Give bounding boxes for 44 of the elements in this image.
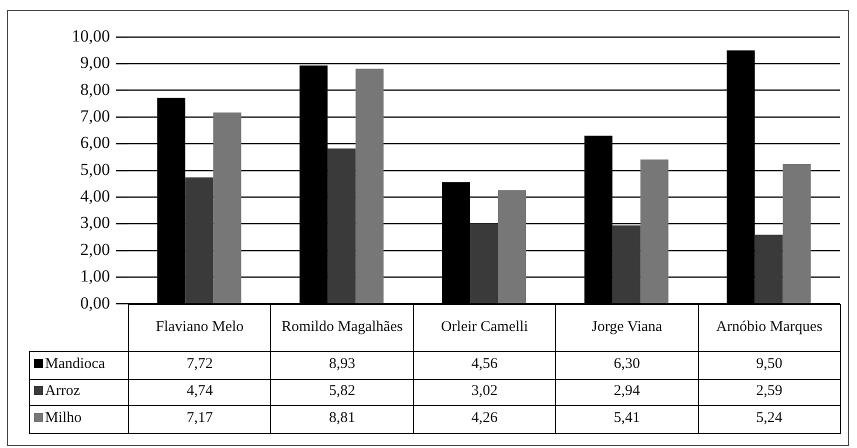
- legend-label: Milho: [44, 410, 82, 428]
- x-tick-label: Jorge Viana: [555, 304, 699, 352]
- x-tick-label: Flaviano Melo: [128, 304, 272, 352]
- bar: [754, 234, 783, 304]
- x-tick-label: Orleir Camelli: [412, 304, 556, 352]
- data-label: 4,74: [128, 378, 272, 406]
- data-label: 5,41: [555, 404, 699, 434]
- y-tick-label: 4,00: [80, 186, 110, 206]
- y-tick-label: 1,00: [80, 266, 110, 286]
- x-tick-label: Arnóbio Marques: [698, 304, 841, 352]
- data-label: 9,50: [698, 350, 841, 380]
- x-tick-label: Romildo Magalhães: [270, 304, 414, 352]
- data-label: 2,94: [555, 378, 699, 406]
- y-tick-label: 7,00: [80, 106, 110, 126]
- data-label: 3,02: [412, 378, 556, 406]
- y-tick-label: 10,00: [72, 26, 110, 46]
- y-tick-label: 9,00: [80, 53, 110, 72]
- data-label: 4,56: [412, 350, 556, 380]
- bar: [498, 190, 526, 304]
- y-tick-label: 2,00: [80, 240, 110, 259]
- data-label: 7,17: [128, 404, 272, 434]
- y-tick-label: 0,00: [80, 293, 110, 312]
- data-label: 8,81: [270, 404, 414, 434]
- y-tick-label: 3,00: [80, 213, 110, 232]
- bar: [328, 148, 356, 304]
- bar: [213, 112, 242, 304]
- data-label: 6,30: [555, 350, 699, 380]
- legend-label: Mandioca: [44, 356, 105, 374]
- data-label: 8,93: [270, 350, 414, 380]
- bar: [640, 159, 668, 304]
- y-tick-label: 6,00: [80, 133, 110, 152]
- data-label: 2,59: [698, 378, 841, 406]
- data-label: 7,72: [128, 350, 272, 380]
- legend-label: Arroz: [44, 383, 80, 400]
- bar: [470, 223, 498, 304]
- y-tick-label: 5,00: [80, 160, 110, 179]
- bar: [185, 177, 214, 304]
- bar: [782, 164, 811, 304]
- data-label: 5,24: [698, 404, 841, 434]
- data-label: 5,82: [270, 378, 414, 406]
- y-tick-label: 8,00: [80, 80, 110, 99]
- data-label: 4,26: [412, 404, 556, 434]
- bar: [612, 225, 640, 304]
- bar: [356, 68, 384, 304]
